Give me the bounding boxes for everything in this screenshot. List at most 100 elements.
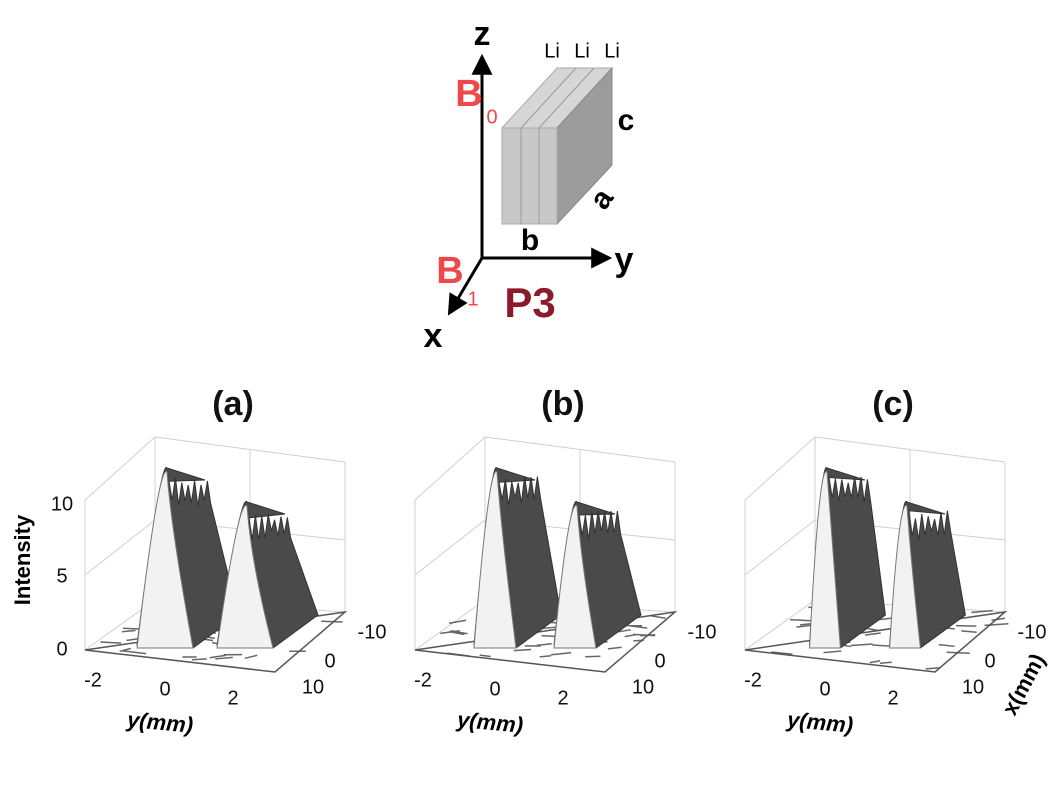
box-edge	[744, 599, 816, 651]
field-symbol: B	[436, 250, 463, 292]
peak-front	[553, 504, 597, 649]
x-tick-label: 0	[324, 650, 335, 672]
noise	[539, 655, 552, 658]
noise	[244, 654, 258, 660]
noise	[925, 667, 941, 670]
box-edge	[744, 519, 816, 576]
peak-front	[216, 504, 274, 649]
x-axis-title: x(mm)	[997, 649, 1050, 719]
y-axis-title: y(mm)	[455, 707, 524, 738]
noise	[607, 646, 622, 650]
layer-label: Li	[604, 40, 620, 62]
floor-edge	[744, 610, 1008, 673]
x-tick-label: -10	[688, 621, 717, 643]
box-edge	[414, 436, 486, 501]
noise	[479, 654, 491, 658]
noise	[122, 629, 136, 633]
noise	[864, 632, 881, 636]
noise	[100, 641, 122, 644]
noise	[955, 624, 977, 627]
layer-label: Li	[544, 40, 560, 62]
box-edge	[84, 519, 156, 576]
box-edge	[484, 436, 676, 463]
noise	[938, 643, 955, 648]
x-tick-label: 10	[302, 676, 324, 698]
noise	[984, 623, 1009, 627]
field-subscript: 0	[486, 106, 497, 128]
noise	[850, 643, 873, 647]
noise	[121, 650, 147, 655]
z-axis-title: Intensity	[10, 514, 35, 605]
phase-label: P3	[504, 279, 555, 326]
box-edge	[84, 436, 156, 501]
noise	[961, 630, 977, 634]
peak-front	[809, 471, 841, 649]
edge-label: a	[583, 183, 620, 216]
x-tick-label: 0	[984, 650, 995, 672]
noise	[215, 656, 233, 660]
y-tick-label: 0	[159, 678, 170, 700]
box-edge	[414, 599, 486, 651]
noise	[550, 651, 572, 656]
y-axis-title: y(mm)	[125, 707, 194, 738]
edge-label: c	[618, 104, 635, 137]
geometry-diagram: z y x B 0 B 1 P3 Li Li Li c a b	[424, 15, 635, 355]
noise	[823, 650, 842, 654]
field-subscript: 1	[467, 288, 478, 310]
edge-label: b	[521, 224, 539, 257]
crystal	[500, 66, 614, 226]
peak-front	[136, 471, 194, 649]
box-edge	[414, 519, 486, 576]
field-symbol: B	[455, 73, 482, 115]
y-label: y	[615, 241, 634, 279]
noise	[536, 643, 552, 647]
noise	[448, 619, 467, 624]
y-tick-label: 0	[489, 678, 500, 700]
z-tick-label: 5	[56, 565, 67, 587]
noise	[771, 651, 793, 655]
y-tick-label: -2	[414, 669, 432, 691]
panel-title: (a)	[212, 385, 254, 423]
noise	[119, 647, 132, 653]
x-tick-label: 0	[654, 650, 665, 672]
x-tick-label: -10	[358, 621, 387, 643]
noise	[628, 624, 648, 629]
x-tick-label: 10	[632, 676, 654, 698]
y-tick-label: -2	[84, 669, 102, 691]
noise	[513, 648, 532, 652]
panel-title: (b)	[541, 385, 584, 423]
noise	[321, 620, 343, 623]
z-tick-label: 0	[56, 638, 67, 660]
x-label: x	[424, 317, 443, 355]
y-axis-title: y(mm)	[785, 707, 854, 738]
noise	[869, 660, 881, 664]
noise	[192, 658, 207, 661]
floor-edge	[414, 610, 678, 673]
noise	[440, 629, 460, 635]
noise	[879, 661, 892, 665]
box-edge	[154, 436, 346, 463]
noise	[790, 618, 811, 622]
y-tick-label: 0	[819, 678, 830, 700]
noise	[971, 609, 993, 614]
y-tick-label: -2	[744, 669, 762, 691]
noise	[991, 617, 1006, 621]
box-edge	[814, 436, 1006, 463]
noise	[209, 654, 226, 659]
y-tick-label: 2	[557, 687, 568, 709]
z-tick-label: 10	[51, 493, 73, 515]
y-tick-label: 2	[887, 687, 898, 709]
x-tick-label: 10	[962, 676, 984, 698]
peak-front	[473, 471, 517, 649]
box-edge	[744, 436, 816, 501]
panel-title: (c)	[872, 385, 914, 423]
layer-label: Li	[574, 40, 590, 62]
z-label: z	[474, 15, 491, 53]
x-axis	[447, 257, 484, 316]
peak-front	[889, 504, 921, 649]
y-tick-label: 2	[227, 687, 238, 709]
